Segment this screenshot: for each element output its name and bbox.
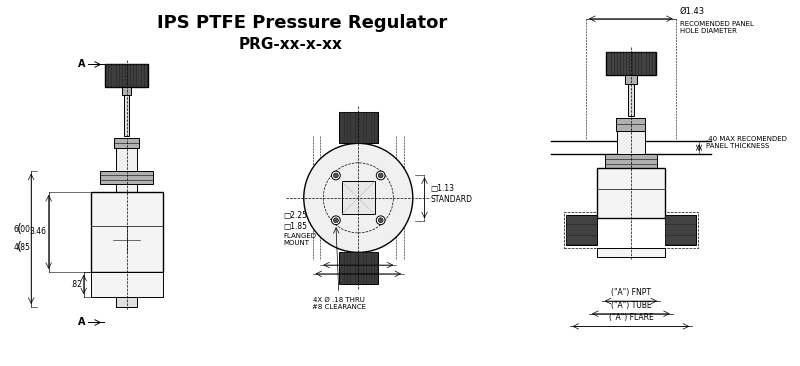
Bar (90, 272, 162, 297)
Bar (116, 148, 138, 171)
Circle shape (334, 173, 338, 178)
Circle shape (304, 143, 413, 253)
Bar (100, 171, 153, 184)
Circle shape (331, 216, 340, 225)
Bar (116, 297, 138, 307)
Text: ("A") FLARE: ("A") FLARE (609, 314, 654, 322)
Text: (: ( (17, 224, 22, 236)
Text: 4.85: 4.85 (14, 243, 30, 252)
Text: A: A (78, 317, 86, 328)
Text: IPS PTFE Pressure Regulator: IPS PTFE Pressure Regulator (157, 14, 447, 31)
Circle shape (331, 171, 340, 180)
Text: □1.13: □1.13 (430, 184, 454, 193)
Text: ("A") FNPT: ("A") FNPT (611, 288, 651, 297)
Text: FLANGED
MOUNT: FLANGED MOUNT (283, 233, 316, 246)
Text: Ø1.43: Ø1.43 (679, 7, 705, 16)
Ellipse shape (641, 157, 654, 165)
Text: STANDARD: STANDARD (430, 195, 472, 204)
Bar (122, 87, 131, 95)
Bar (597, 168, 665, 218)
Bar (628, 84, 634, 116)
Circle shape (334, 218, 338, 223)
Circle shape (376, 216, 385, 225)
Bar (339, 253, 378, 284)
Bar (339, 112, 378, 143)
Ellipse shape (135, 173, 147, 181)
Bar (625, 75, 637, 84)
Bar (105, 64, 148, 87)
Bar (566, 216, 597, 244)
Text: PRG-xx-x-xx: PRG-xx-x-xx (238, 37, 342, 52)
Circle shape (376, 171, 385, 180)
Text: 3.46: 3.46 (30, 227, 46, 236)
Bar (605, 154, 657, 168)
Bar (606, 52, 656, 75)
Text: 4X Ø .18 THRU
#8 CLEARANCE: 4X Ø .18 THRU #8 CLEARANCE (312, 296, 366, 310)
Bar (597, 247, 665, 257)
Bar (564, 213, 698, 247)
Ellipse shape (608, 157, 621, 165)
Text: □1.85: □1.85 (283, 221, 307, 231)
Bar (665, 216, 696, 244)
Bar (618, 131, 645, 154)
Circle shape (378, 218, 383, 223)
Bar (342, 181, 375, 214)
Text: RECOMENDED PANEL
HOLE DIAMETER: RECOMENDED PANEL HOLE DIAMETER (679, 20, 754, 34)
Ellipse shape (106, 173, 118, 181)
Text: A: A (78, 60, 86, 70)
Bar (124, 95, 129, 135)
Bar (90, 192, 162, 272)
Bar (616, 118, 646, 131)
Text: ("A") TUBE: ("A") TUBE (610, 301, 651, 310)
Text: .40 MAX RECOMENDED
PANEL THICKNESS: .40 MAX RECOMENDED PANEL THICKNESS (706, 137, 786, 149)
Text: 6.00: 6.00 (13, 225, 30, 235)
Text: □2.25: □2.25 (283, 211, 307, 220)
Circle shape (113, 226, 140, 253)
Bar (116, 184, 138, 192)
Text: .82: .82 (70, 280, 82, 289)
Circle shape (118, 231, 135, 249)
Text: (: ( (17, 241, 22, 254)
Bar (114, 138, 139, 148)
Circle shape (122, 236, 130, 244)
Circle shape (378, 173, 383, 178)
